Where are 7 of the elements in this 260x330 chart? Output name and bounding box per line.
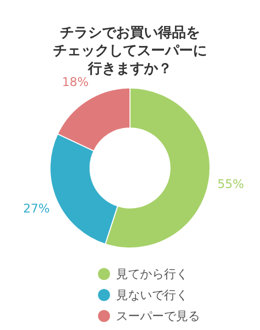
data-label: 18% — [62, 74, 89, 89]
legend-label: スーパーで見る — [116, 309, 200, 323]
legend-label: 見ないで行く — [116, 288, 188, 302]
legend-label: 見てから行く — [116, 267, 188, 281]
chart-title: チラシでお買い得品をチェックしてスーパーに行きますか？ — [52, 24, 208, 77]
data-label: 55% — [217, 176, 244, 191]
data-label: 27% — [23, 202, 50, 216]
